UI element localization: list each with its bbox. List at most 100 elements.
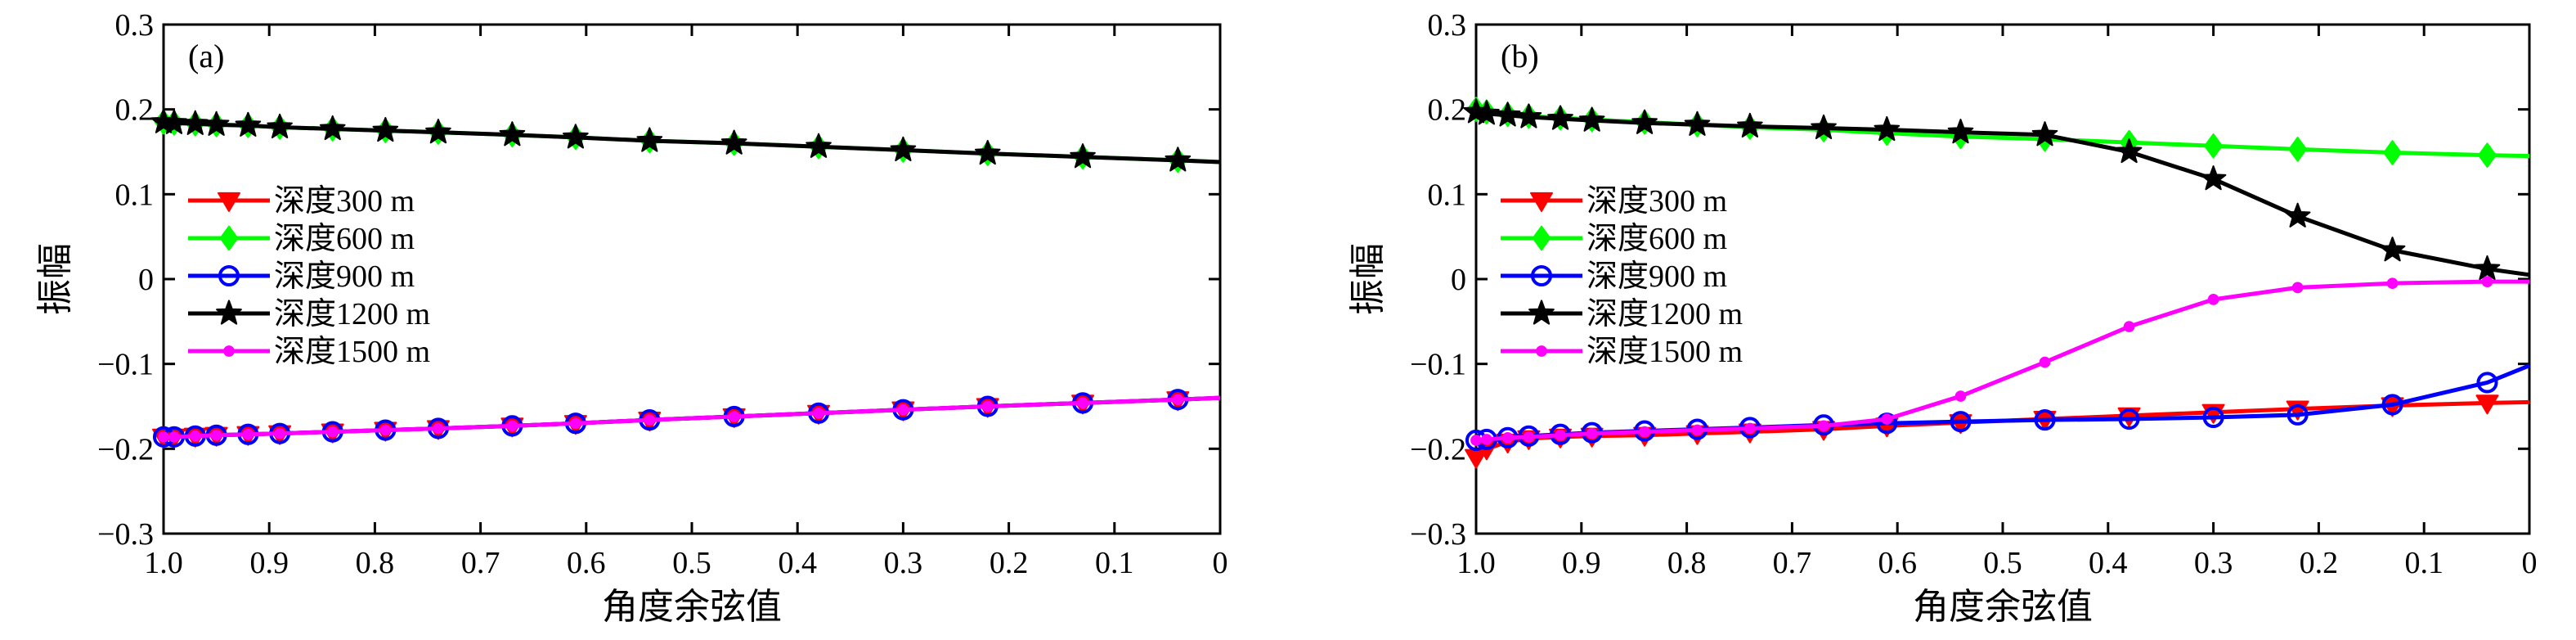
y-tick-label: −0.2 — [97, 432, 154, 466]
x-tick-label: 0.8 — [356, 546, 395, 580]
data-point — [235, 111, 262, 137]
data-point — [168, 430, 180, 443]
data-point — [1070, 143, 1096, 169]
data-point — [499, 121, 526, 146]
data-point — [1474, 100, 1500, 125]
x-tick-label: 0.9 — [1562, 546, 1601, 580]
legend-marker — [1536, 345, 1547, 357]
legend-label: 深度600 m — [1586, 222, 1727, 256]
data-point — [2386, 277, 2399, 290]
data-point — [1515, 103, 1542, 128]
x-tick-label: 0.4 — [778, 546, 817, 580]
panel-label: (a) — [188, 38, 224, 74]
data-point — [806, 133, 832, 158]
legend-label: 深度1500 m — [1586, 335, 1743, 369]
legend-label: 深度1200 m — [1586, 297, 1743, 331]
data-point — [1954, 390, 1967, 402]
data-point — [379, 424, 392, 436]
legend-marker — [1528, 300, 1555, 325]
data-point — [2476, 372, 2498, 394]
data-point — [2379, 237, 2406, 262]
data-point — [2034, 409, 2056, 431]
data-point — [813, 407, 824, 419]
data-point — [1639, 426, 1650, 438]
legend-marker — [1532, 225, 1551, 251]
data-point — [2287, 403, 2309, 426]
data-point — [319, 115, 346, 141]
data-point — [1950, 411, 1972, 433]
y-tick-label: 0.1 — [115, 178, 155, 212]
x-tick-label: 0.1 — [1095, 546, 1134, 580]
data-point — [1470, 435, 1482, 446]
data-point — [161, 109, 187, 134]
x-tick-label: 0.1 — [2404, 546, 2444, 580]
data-point — [1077, 397, 1088, 409]
data-point — [2381, 394, 2403, 416]
data-point — [1874, 115, 1901, 142]
x-axis-title: 角度余弦值 — [1913, 587, 2093, 627]
data-point — [2031, 121, 2058, 146]
data-point — [1172, 394, 1184, 406]
x-tick-label: 0.6 — [567, 546, 606, 580]
legend-label: 深度1500 m — [274, 335, 430, 369]
y-tick-label: 0.1 — [1428, 178, 1467, 212]
data-point — [1523, 430, 1535, 443]
panel-b: −0.3 −0.2 −0.1 0 0.1 0.2 0.3 1.0 0.9 0.8 0.7 0.6 0.5… — [1348, 8, 2538, 627]
data-point — [2291, 282, 2304, 294]
x-tick-label: 0.8 — [1667, 546, 1707, 580]
data-point — [203, 110, 230, 136]
data-point — [425, 119, 451, 144]
data-point — [974, 139, 1001, 165]
legend-label: 深度300 m — [1586, 184, 1727, 219]
x-axis-title: 角度余弦值 — [602, 587, 782, 627]
data-point — [326, 426, 339, 438]
x-tick-label: 0.2 — [2300, 546, 2339, 580]
x-tick-label: 0.3 — [884, 546, 923, 580]
data-point — [433, 422, 444, 435]
x-tick-label: 0.5 — [672, 546, 711, 580]
x-tick-label: 1.0 — [1456, 546, 1496, 580]
data-point — [720, 129, 747, 155]
y-tick-label: 0 — [1451, 263, 1466, 297]
legend-marker — [1530, 192, 1553, 212]
series-5 — [1470, 276, 2529, 446]
y-axis-title: 振幅 — [35, 243, 75, 315]
series-4 — [150, 108, 1221, 172]
data-point — [267, 113, 293, 139]
data-point — [506, 420, 518, 432]
legend-label: 深度300 m — [274, 184, 415, 219]
panel-label: (b) — [1501, 38, 1539, 74]
data-point — [2284, 202, 2311, 228]
x-tick-label: 0.4 — [2089, 546, 2128, 580]
legend-marker — [216, 300, 242, 325]
legend-label: 深度600 m — [274, 222, 415, 256]
series-4 — [1463, 98, 2530, 281]
legend-label: 深度900 m — [274, 259, 415, 294]
legend-marker — [223, 345, 235, 357]
data-point — [2383, 140, 2402, 165]
data-point — [372, 116, 399, 142]
data-point — [1737, 112, 1763, 138]
x-tick-label: 0 — [1213, 546, 1228, 580]
data-point — [2481, 276, 2493, 287]
y-tick-label: −0.3 — [97, 517, 154, 552]
y-tick-label: −0.2 — [1410, 432, 1466, 466]
x-tick-label: 0.9 — [249, 546, 289, 580]
data-point — [182, 110, 209, 135]
data-point — [1481, 434, 1492, 445]
data-point — [563, 124, 589, 149]
y-tick-label: 0.3 — [1428, 8, 1467, 43]
x-tick-label: 0 — [2522, 546, 2538, 580]
data-point — [2204, 133, 2223, 159]
data-point — [570, 417, 581, 430]
data-point — [2202, 406, 2224, 429]
x-tick-label: 1.0 — [144, 546, 183, 580]
panel-a: −0.3 −0.2 −0.1 0 0.1 0.2 0.3 1.0 0.9 0.8 0.7 0.6 0.5… — [35, 8, 1228, 627]
series-line — [163, 119, 1221, 165]
data-point — [981, 400, 994, 412]
legend-marker — [218, 264, 240, 287]
legend-marker — [218, 192, 240, 212]
y-tick-label: −0.3 — [1410, 517, 1466, 552]
